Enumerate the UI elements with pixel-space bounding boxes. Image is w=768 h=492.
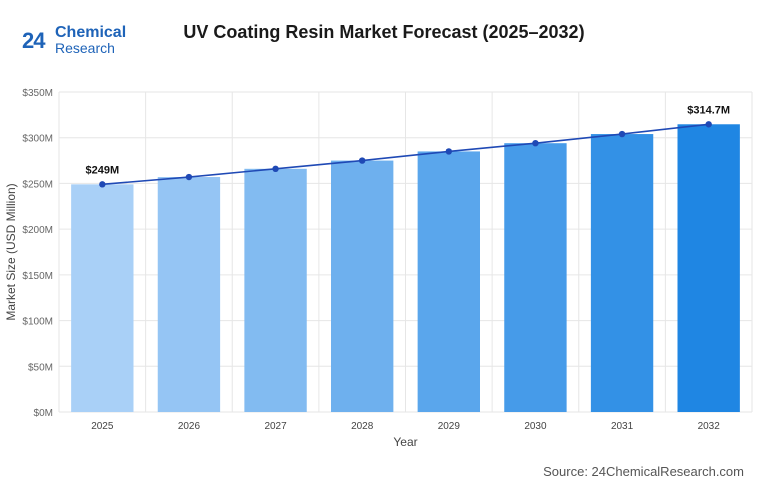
x-tick-label: 2025 — [91, 421, 114, 432]
x-tick-label: 2028 — [351, 421, 374, 432]
bar-2027 — [244, 168, 307, 412]
data-label: $314.7M — [687, 104, 730, 116]
bar-2032 — [677, 124, 740, 412]
x-axis-title: Year — [393, 435, 417, 449]
bar-2030 — [504, 143, 567, 412]
logo-line1: Chemical — [55, 24, 127, 41]
data-label: $249M — [85, 164, 119, 176]
bar-2028 — [331, 160, 394, 412]
source-note: Source: 24ChemicalResearch.com — [543, 464, 744, 479]
trend-point-2031 — [618, 130, 626, 138]
y-tick-label: $300M — [22, 134, 53, 145]
x-tick-label: 2030 — [524, 421, 547, 432]
y-tick-label: $0M — [34, 408, 53, 419]
x-tick-label: 2026 — [178, 421, 201, 432]
company-logo: 24 Chemical Research — [22, 22, 142, 62]
bar-2026 — [157, 177, 221, 412]
y-tick-label: $150M — [22, 271, 53, 282]
trend-line — [102, 123, 709, 186]
trend-point-2028 — [358, 157, 366, 164]
x-tick-label: 2031 — [611, 421, 634, 432]
y-tick-label: $200M — [22, 225, 53, 236]
trend-point-2030 — [532, 140, 539, 147]
trend-point-2027 — [272, 165, 279, 172]
bar-2031 — [590, 134, 654, 413]
chart-title: UV Coating Resin Market Forecast (2025–2… — [183, 22, 585, 42]
x-tick-label: 2032 — [698, 421, 721, 432]
y-tick-label: $250M — [22, 179, 53, 190]
trend-point-2025 — [99, 181, 106, 188]
bar-2029 — [417, 151, 480, 412]
y-axis-title: Market Size (USD Million) — [4, 183, 18, 320]
y-tick-label: $100M — [22, 317, 53, 328]
x-tick-label: 2029 — [438, 421, 461, 432]
trend-point-2026 — [185, 173, 193, 181]
y-tick-label: $350M — [22, 88, 53, 99]
logo-line2: Research — [55, 40, 115, 56]
y-tick-label: $50M — [28, 362, 53, 373]
x-tick-label: 2027 — [264, 421, 287, 432]
trend-point-2032 — [705, 121, 712, 128]
bar-2025 — [71, 184, 134, 412]
logo-number: 24 — [22, 28, 46, 53]
trend-point-2029 — [445, 148, 453, 155]
